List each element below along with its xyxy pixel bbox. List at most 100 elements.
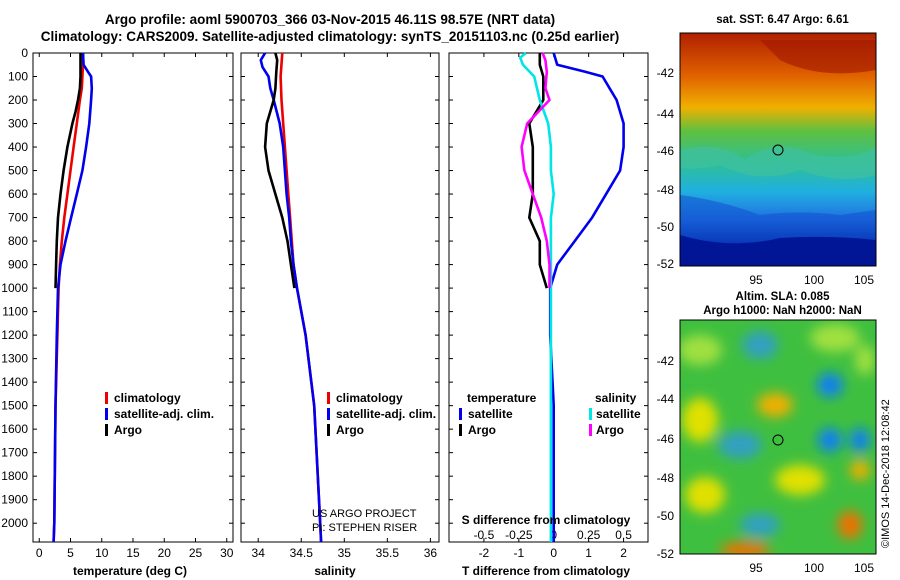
- x-tick-label: 25: [189, 546, 203, 560]
- sst-lon-tick: 100: [804, 273, 824, 287]
- sla-map-title-2: Argo h1000: NaN h2000: NaN: [703, 305, 862, 317]
- sst-lat-tick: -42: [657, 66, 675, 80]
- s-diff-tick-label: 0.5: [615, 528, 632, 542]
- depth-tick-label: 1000: [1, 281, 28, 295]
- sla-lon-tick: 95: [749, 561, 763, 575]
- chart-title-line1: Argo profile: aoml 5900703_366 03-Nov-20…: [104, 12, 556, 27]
- sst-map-title: sat. SST: 6.47 Argo: 6.61: [716, 14, 849, 26]
- depth-tick-label: 1900: [1, 493, 28, 507]
- depth-tick-label: 1700: [1, 446, 28, 460]
- series-line-satellite-temperature: [548, 52, 625, 542]
- sla-lat-tick: -52: [657, 547, 675, 561]
- sst-lat-tick: -46: [657, 144, 675, 158]
- x-tick-label: 10: [95, 546, 109, 560]
- legend-diff-salinity-header: salinity: [595, 391, 637, 405]
- x-tick-label: 15: [126, 546, 140, 560]
- sst-lat-tick: -50: [657, 220, 675, 234]
- x-tick-label: 2: [620, 546, 627, 560]
- legend-satellite-adj: satellite-adj. clim.: [114, 407, 214, 421]
- s-difference-axis-label: S difference from climatology: [462, 513, 631, 527]
- x-tick-label: 1: [585, 546, 592, 560]
- salinity-axis-label: salinity: [314, 564, 356, 578]
- x-tick-label: 5: [67, 546, 74, 560]
- depth-tick-label: 200: [8, 93, 28, 107]
- sla-argo-location-marker: [772, 434, 784, 446]
- depth-tick-label: 800: [8, 234, 28, 248]
- depth-tick-label: 1200: [1, 328, 28, 342]
- x-tick-label: 0: [36, 546, 43, 560]
- s-diff-tick-label: -0.5: [474, 528, 495, 542]
- x-tick-label: 20: [158, 546, 172, 560]
- x-tick-label: 35: [338, 546, 352, 560]
- legend-climatology-s: climatology: [336, 391, 403, 405]
- series-line-satellite-adj-clim-: [259, 52, 323, 543]
- depth-tick-label: 1300: [1, 352, 28, 366]
- s-diff-tick-label: 0.25: [577, 528, 601, 542]
- depth-tick-label: 900: [8, 258, 28, 272]
- x-tick-label: -2: [479, 546, 490, 560]
- sla-map-title-1: Altim. SLA: 0.085: [735, 291, 830, 303]
- series-line-climatology: [279, 52, 323, 543]
- legend-climatology: climatology: [114, 391, 181, 405]
- sla-lat-tick: -42: [657, 354, 675, 368]
- depth-tick-label: 1400: [1, 375, 28, 389]
- legend-argo: Argo: [114, 423, 142, 437]
- s-diff-tick-label: -0.25: [505, 528, 533, 542]
- salinity-panel-frame: [240, 52, 440, 543]
- sla-lat-tick: -46: [657, 432, 675, 446]
- sla-lat-tick: -44: [657, 392, 675, 406]
- depth-tick-label: 1500: [1, 399, 28, 413]
- legend-satellite-adj-s: satellite-adj. clim.: [336, 407, 436, 421]
- sla-map: [680, 320, 876, 554]
- chart-title-line2: Climatology: CARS2009. Satellite-adjuste…: [40, 29, 620, 44]
- legend-diff-argo-t: Argo: [468, 423, 496, 437]
- t-difference-axis-label: T difference from climatology: [462, 564, 630, 578]
- depth-tick-label: 1600: [1, 422, 28, 436]
- series-line-argo-temperature: [527, 53, 549, 289]
- depth-tick-label: 300: [8, 117, 28, 131]
- depth-tick-label: 700: [8, 211, 28, 225]
- series-line-argo: [263, 52, 296, 289]
- x-tick-label: 34.5: [290, 546, 314, 560]
- sst-argo-location-marker: [772, 144, 784, 156]
- depth-tick-label: 600: [8, 187, 28, 201]
- x-tick-label: 35.5: [376, 546, 400, 560]
- temperature-axis-label: temperature (deg C): [73, 564, 187, 578]
- sst-lon-tick: 105: [854, 273, 874, 287]
- difference-panel-frame: [448, 52, 649, 543]
- sla-map-frame: [679, 319, 877, 555]
- legend-diff-temperature-header: temperature: [467, 391, 537, 405]
- sst-lat-tick: -52: [657, 257, 675, 271]
- sla-lat-tick: -50: [657, 509, 675, 523]
- depth-tick-label: 1100: [2, 305, 28, 319]
- sst-lat-tick: -48: [657, 183, 675, 197]
- x-tick-label: 0: [550, 546, 557, 560]
- pi-name: PI: STEPHEN RISER: [312, 522, 417, 534]
- depth-tick-label: 400: [8, 140, 28, 154]
- depth-tick-label: 500: [8, 164, 28, 178]
- sst-map-frame: [679, 32, 877, 267]
- x-tick-label: 36: [424, 546, 438, 560]
- depth-tick-label: 100: [8, 70, 28, 84]
- series-line-argo-salinity: [520, 52, 551, 289]
- depth-tick-label: 0: [21, 46, 28, 60]
- legend-diff-sat-t: satellite: [468, 407, 513, 421]
- depth-tick-label: 2000: [1, 516, 28, 530]
- x-tick-label: 30: [220, 546, 234, 560]
- series-line-satellite-adj-clim-: [52, 52, 94, 543]
- series-line-argo: [54, 53, 82, 289]
- legend-diff-argo-s: Argo: [596, 423, 624, 437]
- temperature-panel-frame: [32, 52, 234, 543]
- us-argo-project: US ARGO PROJECT: [312, 508, 417, 520]
- legend-diff-sat-s: satellite: [596, 407, 641, 421]
- sla-lon-tick: 105: [854, 561, 874, 575]
- sla-lat-tick: -48: [657, 471, 675, 485]
- depth-tick-label: 1800: [1, 469, 28, 483]
- x-tick-label: -1: [513, 546, 524, 560]
- x-tick-label: 34: [252, 546, 266, 560]
- sst-map: [680, 33, 876, 266]
- series-line-satellite-salinity: [518, 52, 556, 542]
- sla-lon-tick: 100: [804, 561, 824, 575]
- sst-lat-tick: -44: [657, 107, 675, 121]
